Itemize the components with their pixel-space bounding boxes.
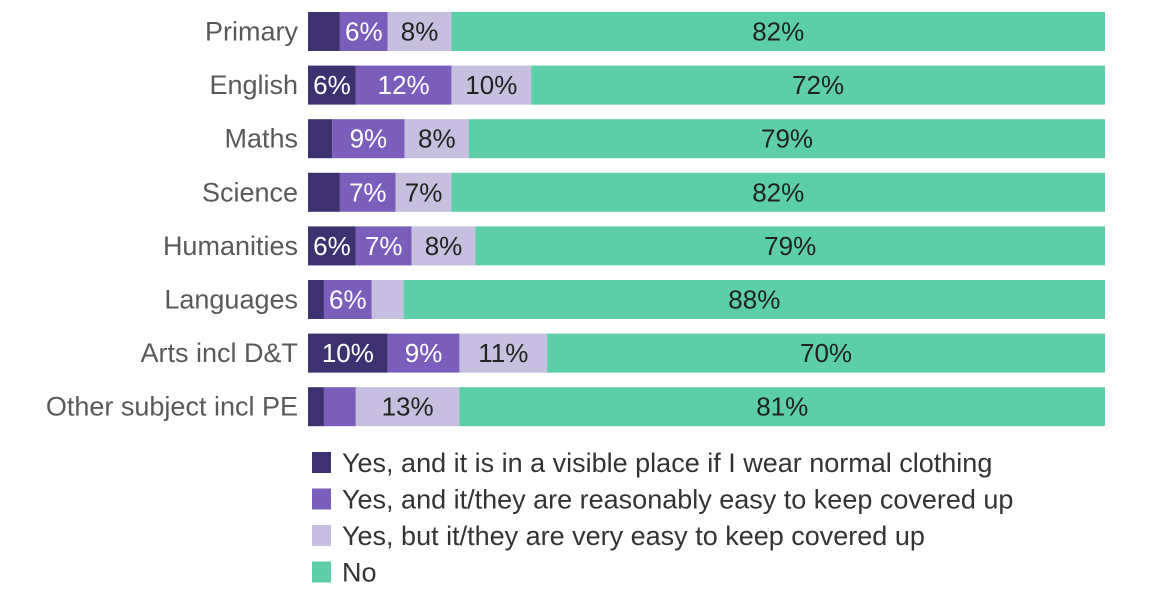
category-label-primary: Primary (205, 17, 298, 47)
category-label-other-subject-incl-pe: Other subject incl PE (46, 392, 298, 422)
bar-segment-humanities-s1 (355, 226, 412, 266)
legend-swatch-s2 (312, 525, 331, 546)
legend-label-s0: Yes, and it is in a visible place if I w… (342, 448, 992, 478)
category-labels: Primary English Maths Science Humanities Lang… (46, 17, 299, 422)
bar-segment-other-subject-incl-pe-s2 (355, 387, 460, 427)
data-label-science-s2: 7% (405, 177, 443, 207)
bar-segment-languages-s3 (403, 280, 1105, 319)
bars-group: 6% 8% 82%6% 12% 10% 72%9% 8% 79%7% 7% 82%6% 7% 8% 79… (308, 12, 1106, 427)
data-label-humanities-s1: 7% (365, 231, 403, 261)
data-label-humanities-s3: 79% (764, 231, 816, 261)
data-label-arts-incl-d-t-s0: 10% (322, 338, 374, 368)
bar-segment-english-s0 (308, 65, 356, 105)
bar-segment-maths-s0 (308, 119, 333, 159)
bar-segment-english-s2 (451, 65, 532, 105)
bar-segment-languages-s0 (308, 280, 324, 319)
data-label-primary-s1: 6% (345, 17, 383, 47)
data-label-other-subject-incl-pe-s2: 13% (382, 392, 434, 422)
category-label-languages: Languages (164, 285, 298, 315)
bar-segment-primary-s3 (451, 12, 1106, 51)
category-label-english: English (209, 70, 298, 100)
data-label-humanities-s2: 8% (425, 231, 463, 261)
bar-segment-science-s0 (308, 172, 340, 212)
bar-segment-languages-s2 (371, 280, 404, 319)
bar-segment-science-s3 (451, 172, 1106, 212)
bar-segment-arts-incl-d-t-s2 (459, 333, 548, 373)
data-label-english-s1: 12% (378, 70, 430, 100)
bar-segment-humanities-s3 (475, 226, 1105, 266)
data-label-maths-s2: 8% (418, 124, 456, 154)
data-label-arts-incl-d-t-s1: 9% (405, 338, 443, 368)
bar-segment-english-s3 (531, 65, 1105, 105)
data-label-english-s0: 6% (313, 70, 351, 100)
bar-segment-other-subject-incl-pe-s3 (459, 387, 1105, 427)
data-label-humanities-s0: 6% (313, 231, 351, 261)
bar-segment-english-s1 (355, 65, 452, 105)
bar-segment-maths-s3 (469, 119, 1105, 159)
bar-segment-science-s1 (339, 172, 396, 212)
bar-segment-arts-incl-d-t-s1 (387, 333, 460, 373)
data-label-english-s3: 72% (792, 70, 844, 100)
legend-swatch-s1 (312, 488, 331, 510)
data-label-maths-s3: 79% (761, 124, 813, 154)
bar-segment-primary-s1 (339, 12, 388, 51)
bar-segment-arts-incl-d-t-s3 (547, 333, 1105, 373)
bar-segment-languages-s1 (323, 280, 372, 319)
category-label-maths: Maths (224, 124, 298, 154)
data-label-other-subject-incl-pe-s3: 81% (756, 392, 808, 422)
legend-label-s1: Yes, and it/they are reasonably easy to … (342, 485, 1013, 515)
data-label-languages-s3: 88% (728, 285, 780, 315)
legend-label-s2: Yes, but it/they are very easy to keep c… (342, 521, 925, 551)
bar-segment-humanities-s0 (308, 226, 356, 266)
legend-label-s3: No (342, 558, 377, 588)
bar-segment-other-subject-incl-pe-s1 (323, 387, 356, 427)
bar-segment-other-subject-incl-pe-s0 (308, 387, 324, 427)
bar-segment-humanities-s2 (411, 226, 476, 266)
bar-segment-maths-s1 (332, 119, 405, 159)
bar-segment-maths-s2 (404, 119, 470, 159)
data-label-primary-s3: 82% (752, 17, 804, 47)
data-label-arts-incl-d-t-s2: 11% (478, 338, 528, 368)
data-label-maths-s1: 9% (350, 124, 388, 154)
bar-segment-arts-incl-d-t-s0 (308, 333, 388, 373)
data-label-science-s1: 7% (349, 177, 387, 207)
category-label-humanities: Humanities (163, 231, 298, 261)
legend-swatch-s3 (312, 561, 331, 583)
bar-segment-primary-s2 (387, 12, 452, 51)
data-label-primary-s2: 8% (401, 17, 439, 47)
bar-segment-science-s2 (395, 172, 452, 212)
data-label-arts-incl-d-t-s3: 70% (800, 338, 852, 368)
category-label-science: Science (202, 177, 298, 207)
category-label-arts-incl-d-t: Arts incl D&T (140, 338, 298, 368)
bar-segment-primary-s0 (308, 12, 340, 51)
legend-swatch-s0 (312, 452, 331, 473)
legend: Yes, and it is in a visible place if I w… (312, 448, 1013, 588)
data-label-languages-s1: 6% (329, 285, 367, 315)
data-label-english-s2: 10% (465, 70, 517, 100)
data-label-science-s3: 82% (752, 177, 804, 207)
